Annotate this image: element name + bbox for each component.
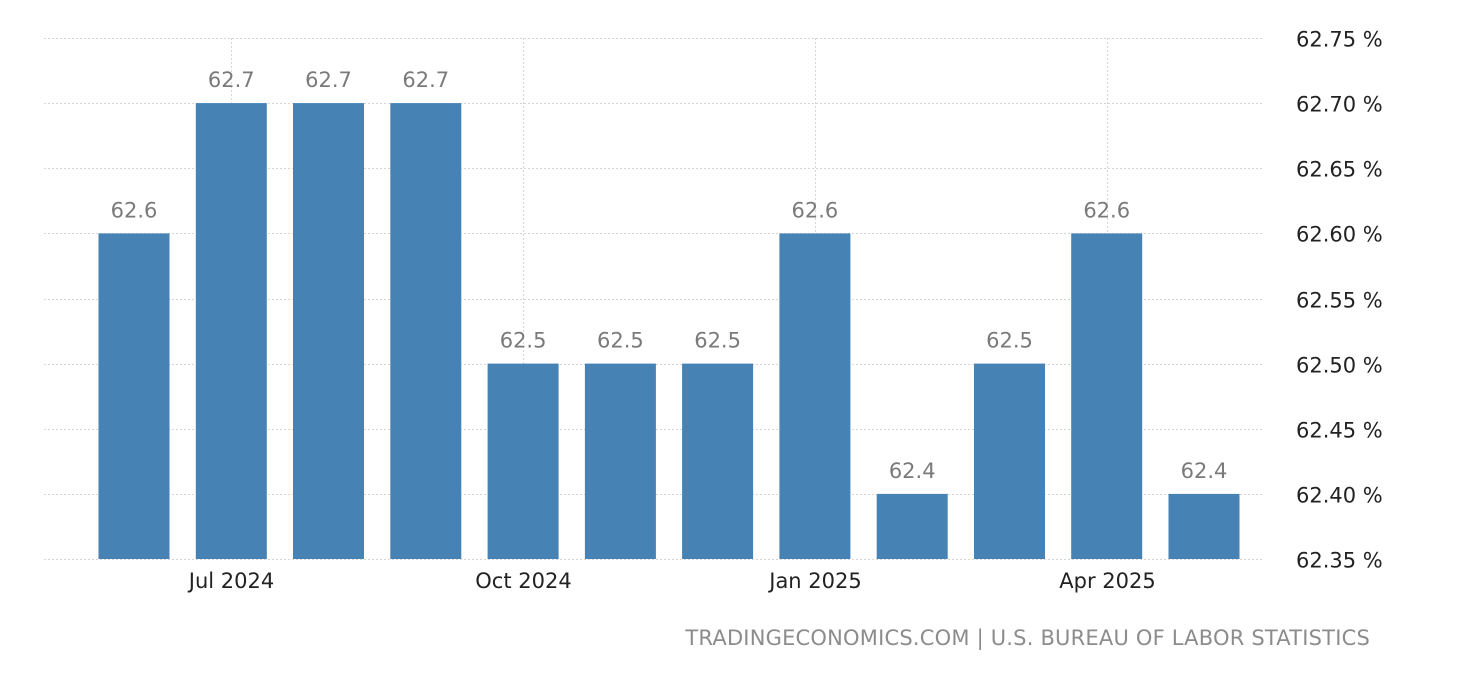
- bar: [98, 233, 170, 559]
- data-label: 62.6: [792, 198, 839, 222]
- data-label: 62.7: [305, 68, 352, 92]
- bar: [390, 103, 462, 559]
- bar: [1168, 493, 1240, 559]
- y-tick-label: 62.40 %: [1296, 484, 1383, 508]
- x-tick-label: Jan 2025: [767, 569, 862, 593]
- y-tick-label: 62.35 %: [1296, 549, 1383, 573]
- bars: [98, 103, 1240, 559]
- source-site: TRADINGECONOMICS.COM: [685, 626, 970, 650]
- x-tick-label: Jul 2024: [187, 569, 274, 593]
- data-label: 62.6: [111, 198, 158, 222]
- data-label: 62.5: [500, 329, 547, 353]
- data-label: 62.4: [1181, 459, 1228, 483]
- data-label: 62.7: [208, 68, 255, 92]
- data-label: 62.5: [694, 329, 741, 353]
- bar: [682, 363, 754, 559]
- bar: [195, 103, 267, 559]
- data-label: 62.6: [1083, 198, 1130, 222]
- bar: [584, 363, 656, 559]
- bar-chart: 62.6 62.7 62.7 62.7 62.5 62.5 62.5 62.6 62.4 62.5…: [44, 28, 1383, 593]
- bar: [487, 363, 559, 559]
- y-tick-label: 62.50 %: [1296, 354, 1383, 378]
- y-tick-label: 62.70 %: [1296, 93, 1383, 117]
- x-tick-label: Apr 2025: [1059, 569, 1155, 593]
- bar: [293, 103, 364, 559]
- bar: [1071, 233, 1143, 559]
- y-tick-label: 62.55 %: [1296, 289, 1383, 313]
- data-label: 62.7: [402, 68, 449, 92]
- data-labels: 62.6 62.7 62.7 62.7 62.5 62.5 62.5 62.6 62.4 62.5…: [111, 68, 1228, 483]
- source-agency: U.S. BUREAU OF LABOR STATISTICS: [990, 626, 1370, 650]
- source-footer: TRADINGECONOMICS.COM | U.S. BUREAU OF LA…: [0, 626, 1370, 650]
- y-tick-label: 62.65 %: [1296, 158, 1383, 182]
- x-axis: Jul 2024 Oct 2024 Jan 2025 Apr 2025: [187, 569, 1156, 593]
- data-label: 62.5: [597, 329, 644, 353]
- y-axis: 62.35 % 62.40 % 62.45 % 62.50 % 62.55 % 62.60…: [1296, 28, 1383, 573]
- bar: [974, 363, 1045, 559]
- bar: [779, 233, 851, 559]
- data-label: 62.5: [986, 329, 1033, 353]
- y-tick-label: 62.45 %: [1296, 419, 1383, 443]
- bar: [876, 493, 948, 559]
- x-tick-label: Oct 2024: [475, 569, 571, 593]
- y-tick-label: 62.60 %: [1296, 223, 1383, 247]
- source-separator: |: [969, 626, 991, 650]
- y-tick-label: 62.75 %: [1296, 28, 1383, 52]
- data-label: 62.4: [889, 459, 936, 483]
